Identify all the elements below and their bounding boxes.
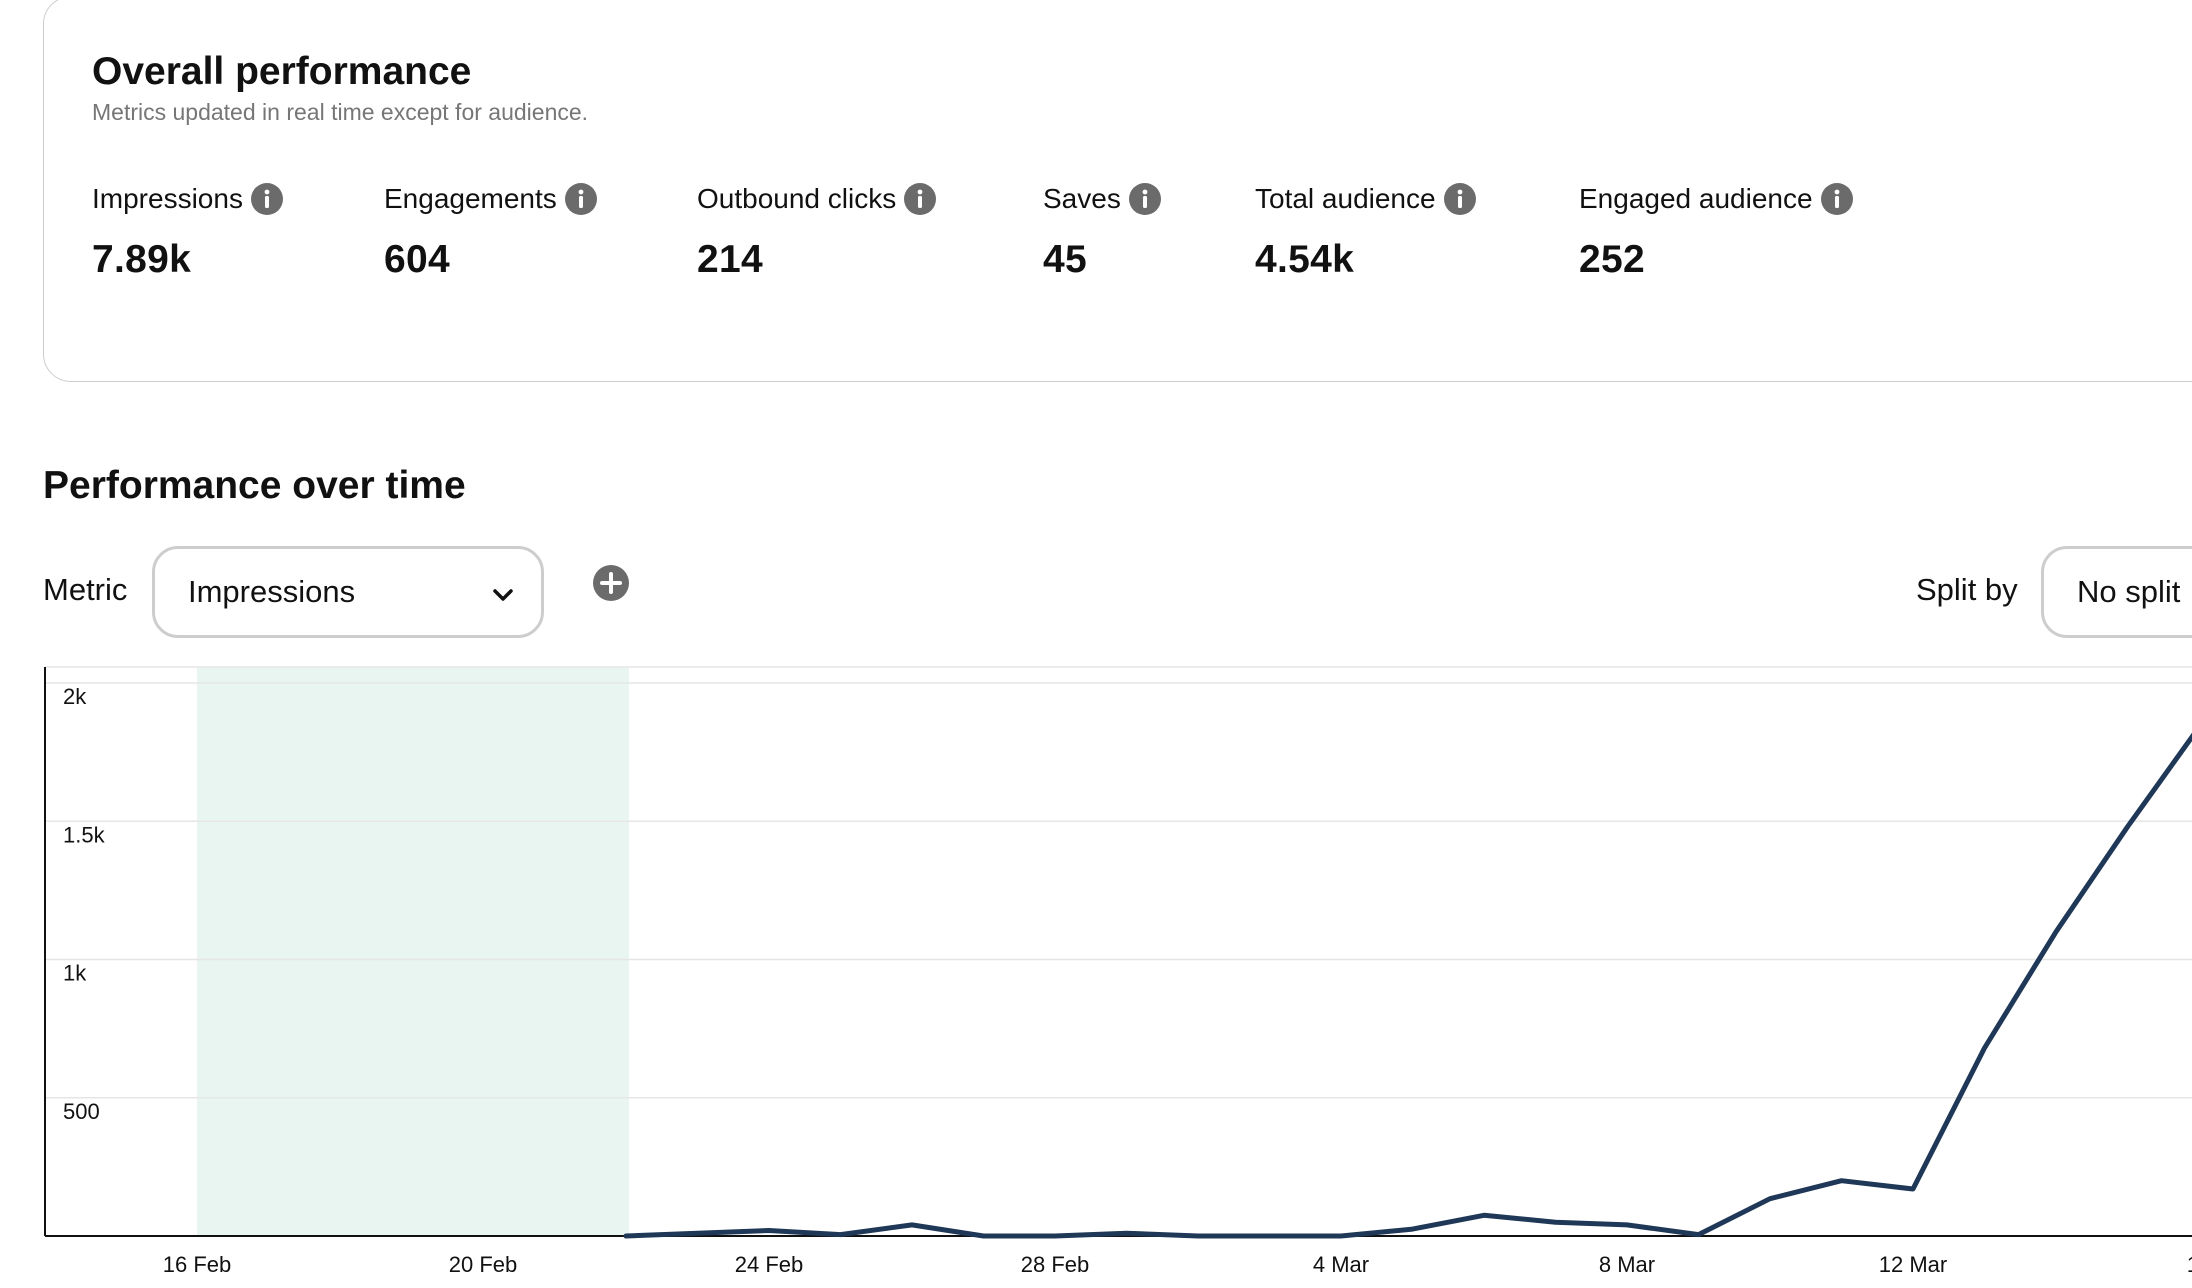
info-icon[interactable]	[1443, 183, 1476, 215]
metric-engaged-audience: Engaged audience 252	[1579, 180, 1853, 282]
overall-performance-subtitle: Metrics updated in real time except for …	[92, 99, 589, 125]
series-line-impressions	[623, 732, 2192, 1239]
split-by-select-value: No split	[2077, 574, 2181, 609]
metric-outbound-clicks: Outbound clicks 214	[697, 180, 937, 282]
overall-performance-card	[43, 0, 2192, 382]
metric-value: 45	[1043, 238, 1087, 281]
y-tick-label: 1.5k	[63, 822, 106, 847]
y-tick-label: 500	[63, 1099, 100, 1124]
split-by-label: Split by	[1916, 572, 2018, 607]
metric-label: Metric	[43, 572, 128, 607]
x-tick-label: 16	[2187, 1252, 2192, 1277]
chevron-down-icon	[493, 589, 513, 601]
x-tick-label: 28 Feb	[1021, 1252, 1090, 1277]
add-metric-button[interactable]	[592, 564, 630, 602]
info-icon[interactable]	[250, 183, 283, 215]
impressions-line-chart: 500 1k 1.5k 2k 16 Feb 20 Feb 24 Feb 28 Feb 4 Mar…	[44, 666, 2192, 1277]
x-tick-label: 24 Feb	[735, 1252, 804, 1277]
metric-label: Total audience	[1255, 183, 1436, 214]
metric-select[interactable]: Impressions	[152, 546, 544, 638]
x-tick-label: 8 Mar	[1599, 1252, 1655, 1277]
info-icon[interactable]	[904, 183, 937, 215]
y-tick-label: 2k	[63, 684, 87, 709]
metric-saves: Saves 45	[1043, 180, 1161, 282]
metric-total-audience: Total audience 4.54k	[1255, 180, 1476, 282]
metric-value: 4.54k	[1255, 238, 1355, 281]
split-by-select[interactable]: No split	[2041, 546, 2192, 638]
x-tick-label: 16 Feb	[163, 1252, 232, 1277]
x-tick-label: 4 Mar	[1313, 1252, 1369, 1277]
metric-value: 252	[1579, 238, 1645, 281]
metric-value: 7.89k	[92, 238, 192, 281]
metric-engagements: Engagements 604	[384, 180, 597, 282]
performance-over-time-title: Performance over time	[43, 464, 466, 507]
metric-value: 214	[697, 238, 763, 281]
info-icon[interactable]	[1820, 183, 1853, 215]
metric-impressions: Impressions 7.89k	[92, 180, 283, 282]
info-icon[interactable]	[564, 183, 597, 215]
metric-label: Impressions	[92, 183, 243, 214]
metric-select-value: Impressions	[188, 574, 356, 609]
info-icon[interactable]	[1128, 183, 1161, 215]
x-tick-label: 20 Feb	[449, 1252, 518, 1277]
overall-performance-title: Overall performance	[92, 50, 472, 93]
metric-label: Saves	[1043, 183, 1121, 214]
x-tick-label: 12 Mar	[1879, 1252, 1947, 1277]
y-tick-label: 1k	[63, 961, 87, 986]
metric-label: Engaged audience	[1579, 183, 1813, 214]
highlight-band	[197, 667, 629, 1236]
metric-label: Engagements	[384, 183, 557, 214]
metric-value: 604	[384, 238, 450, 281]
metric-label: Outbound clicks	[697, 183, 897, 214]
